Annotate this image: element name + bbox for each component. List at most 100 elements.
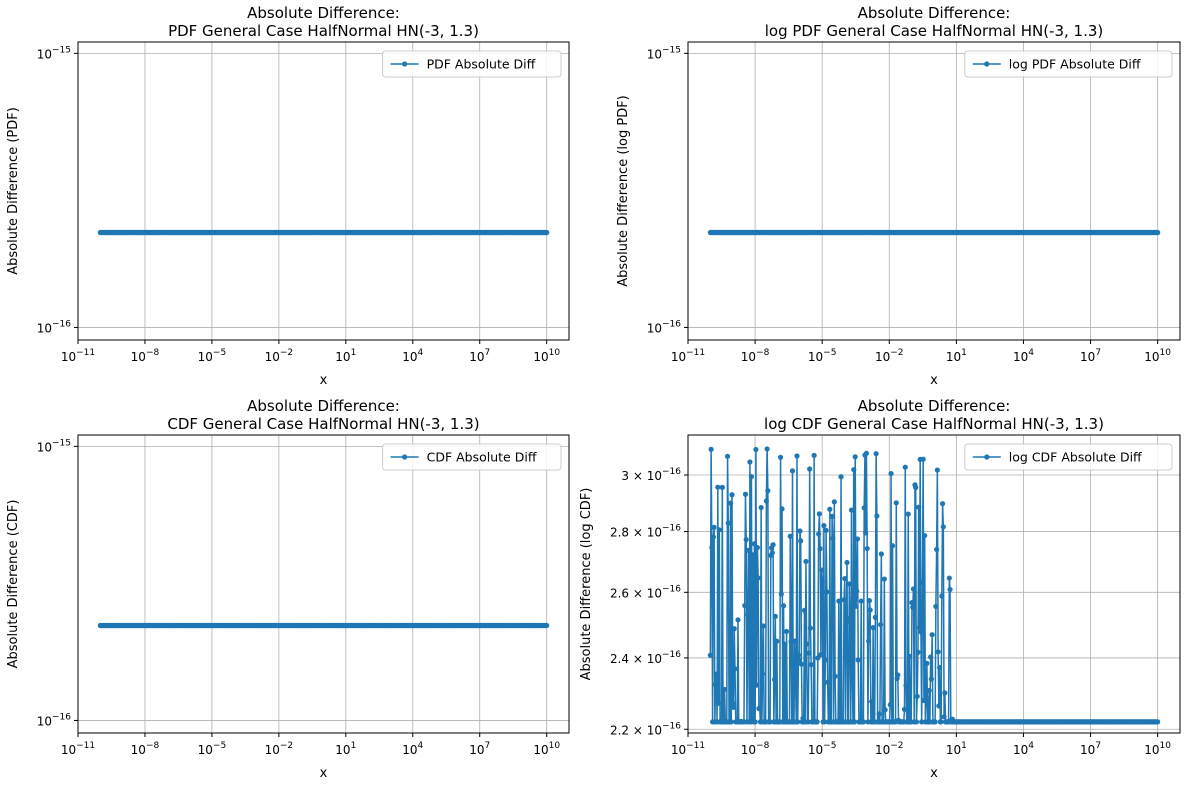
data-point — [829, 513, 835, 519]
y-tick-label: 2.2 × 10−16 — [610, 721, 681, 737]
data-point — [867, 607, 873, 613]
chart-title-line: CDF General Case HalfNormal HN(-3, 1.3) — [167, 415, 479, 433]
data-point — [926, 687, 932, 694]
data-point — [863, 450, 870, 456]
data-point — [936, 703, 942, 709]
legend-label: log CDF Absolute Diff — [1009, 450, 1142, 465]
x-tick-label: 101 — [335, 348, 356, 364]
data-point — [947, 586, 953, 593]
data-point — [946, 575, 952, 581]
data-point — [878, 622, 884, 628]
x-tick-label: 10−11 — [671, 741, 705, 757]
data-point — [731, 626, 737, 632]
data-point — [730, 700, 736, 706]
data-point — [866, 638, 872, 644]
x-tick-label: 10−11 — [61, 741, 95, 757]
data-point — [798, 661, 805, 667]
data-point — [748, 473, 755, 480]
data-point — [752, 719, 758, 725]
y-tick-label: 10−16 — [647, 319, 682, 335]
subplot-pdf: PDF Absolute Diff 10−11 10−8 10−5 10−2 101 104… — [6, 4, 570, 388]
data-point — [914, 693, 920, 699]
data-point — [795, 652, 802, 658]
data-point — [805, 719, 811, 725]
chart-title-line: Absolute Difference: — [247, 4, 400, 22]
y-axis-label: Absolute Difference (CDF) — [6, 500, 21, 669]
series-markers — [97, 622, 550, 629]
y-tick-label: 10−15 — [37, 45, 71, 61]
data-point — [783, 628, 790, 635]
data-point — [707, 652, 713, 658]
x-tick-label: 10−11 — [671, 348, 705, 364]
legend-label: log PDF Absolute Diff — [1009, 57, 1141, 72]
x-tick-label: 1010 — [533, 348, 560, 364]
data-point — [779, 506, 785, 512]
data-point — [808, 662, 814, 668]
data-point — [730, 704, 737, 710]
data-point — [858, 598, 864, 604]
data-point — [838, 474, 844, 480]
data-point — [777, 454, 784, 460]
data-point — [724, 453, 731, 459]
series-markers — [707, 229, 1161, 236]
chart-title-line: log PDF General Case HalfNormal HN(-3, 1… — [765, 22, 1104, 40]
data-point — [939, 593, 945, 599]
x-tick-label: 1010 — [1144, 348, 1171, 364]
data-point — [771, 676, 778, 683]
data-point — [712, 682, 719, 688]
chart-title-line: PDF General Case HalfNormal HN(-3, 1.3) — [168, 22, 479, 40]
axes-frame — [687, 434, 1181, 734]
x-tick-label: 10−8 — [131, 741, 160, 757]
data-point — [801, 607, 808, 613]
y-tick-label: 10−16 — [37, 319, 72, 335]
data-point — [920, 456, 926, 462]
data-point — [725, 520, 731, 526]
data-point — [928, 654, 934, 660]
x-axis-label: x — [320, 373, 328, 388]
legend: log CDF Absolute Diff — [964, 443, 1173, 471]
data-point — [854, 588, 860, 594]
data-point — [760, 671, 766, 677]
data-point — [937, 664, 943, 671]
data-point — [846, 581, 852, 587]
data-point — [881, 576, 887, 582]
legend-label: PDF Absolute Diff — [427, 57, 536, 72]
data-point — [916, 504, 922, 510]
data-point — [798, 538, 804, 544]
x-tick-label: 10−8 — [131, 348, 160, 364]
axes-frame — [77, 41, 570, 341]
data-point — [851, 719, 858, 725]
data-point — [913, 719, 920, 725]
data-point — [873, 451, 879, 457]
x-tick-label: 10−8 — [741, 741, 770, 757]
data-point — [849, 671, 855, 677]
data-point — [823, 527, 829, 534]
data-point — [895, 672, 901, 678]
x-tick-label: 101 — [335, 741, 356, 757]
series-markers — [707, 446, 1161, 725]
data-point — [901, 706, 908, 713]
data-point — [919, 719, 925, 725]
x-tick-label: 107 — [1080, 741, 1101, 757]
data-point — [792, 673, 799, 679]
data-point — [864, 545, 870, 552]
data-point — [819, 567, 825, 573]
data-point — [794, 453, 800, 459]
data-point — [745, 547, 752, 553]
data-point — [821, 523, 827, 529]
x-tick-label: 10−2 — [875, 741, 904, 757]
y-tick-label: 10−15 — [37, 438, 71, 454]
data-point — [795, 719, 801, 725]
data-point — [789, 468, 796, 474]
data-point — [797, 528, 803, 534]
data-point — [913, 484, 919, 491]
data-point — [844, 559, 850, 566]
data-point — [769, 550, 775, 556]
data-point — [544, 622, 550, 629]
data-point — [941, 714, 947, 720]
data-point — [815, 655, 821, 661]
legend-marker-swatch — [984, 454, 990, 460]
data-point — [869, 698, 875, 705]
legend: log PDF Absolute Diff — [964, 50, 1173, 78]
data-point — [732, 666, 738, 672]
